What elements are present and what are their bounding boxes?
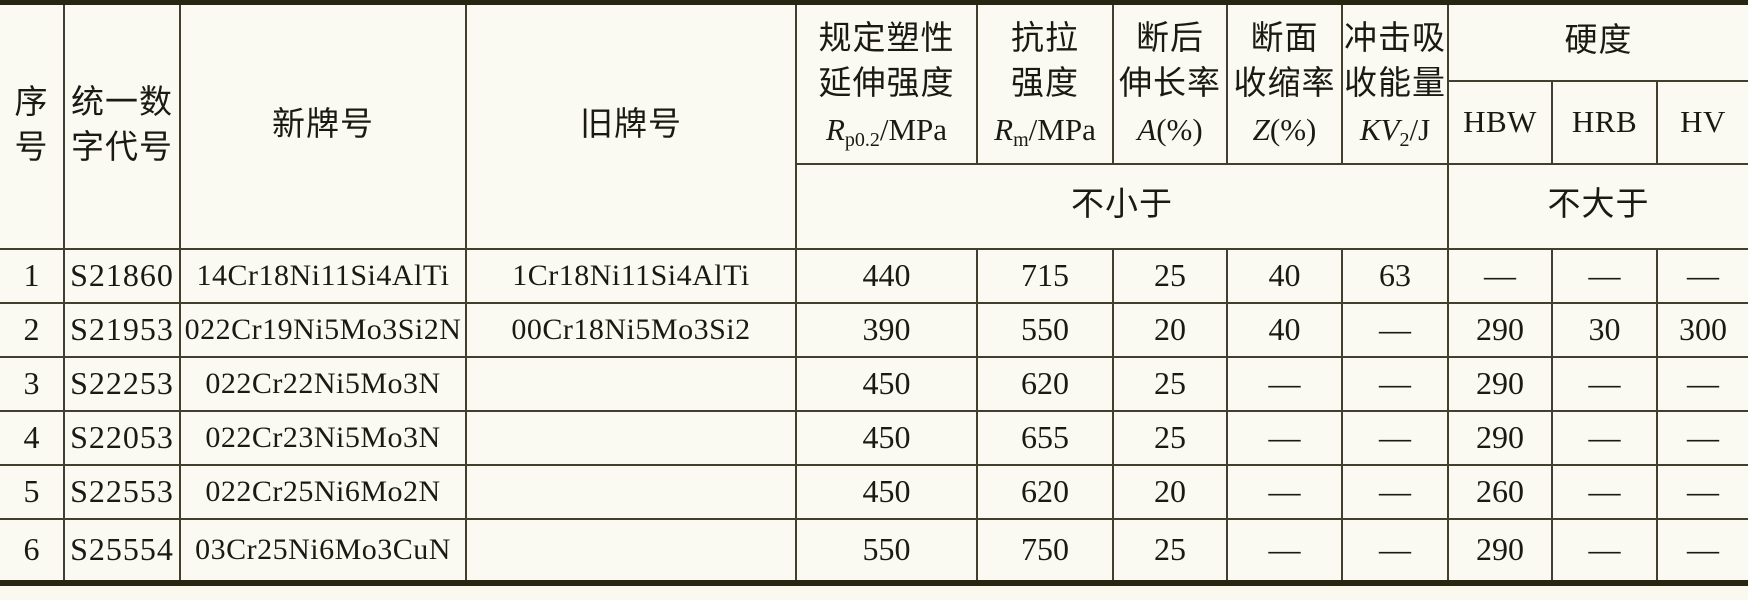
cell-hrb: — (1551, 355, 1658, 412)
cell-kv: — (1341, 301, 1449, 358)
cell-no: 2 (0, 301, 65, 358)
cell-old-grade (465, 517, 797, 584)
cell-old-grade (465, 355, 797, 412)
cell-no: 4 (0, 409, 65, 466)
cell-z: — (1226, 355, 1343, 412)
cell-kv: — (1341, 409, 1449, 466)
col-header-hrb: HRB (1551, 79, 1658, 165)
cell-no: 6 (0, 517, 65, 584)
col-header-proof-strength: 规定塑性 延伸强度 Rp0.2/MPa (795, 1, 978, 165)
col-header-hbw: HBW (1448, 79, 1553, 165)
col-header-tensile-strength: 抗拉 强度 Rm/MPa (976, 1, 1114, 165)
cell-new-grade: 022Cr23Ni5Mo3N (179, 409, 467, 466)
cell-new-grade: 022Cr19Ni5Mo3Si2N (179, 301, 467, 358)
cell-rp: 440 (795, 247, 978, 304)
cell-z: — (1226, 409, 1343, 466)
col-header-unified-code: 统一数 字代号 (63, 1, 181, 250)
cell-no: 5 (0, 463, 65, 520)
table-row-6: 6 S25554 03Cr25Ni6Mo3CuN 550 750 25 — — … (0, 517, 1748, 584)
table-row-5: 5 S22553 022Cr25Ni6Mo2N 450 620 20 — — 2… (0, 463, 1748, 520)
cell-rp: 450 (795, 355, 978, 412)
cell-hv: — (1656, 463, 1748, 520)
cell-kv: — (1341, 463, 1449, 520)
cell-rm: 550 (976, 301, 1114, 358)
cell-z: — (1226, 463, 1343, 520)
cell-code: S21860 (63, 247, 181, 304)
cell-code: S22053 (63, 409, 181, 466)
cell-rm: 655 (976, 409, 1114, 466)
col-header-new-grade: 新牌号 (179, 1, 467, 250)
cell-old-grade: 00Cr18Ni5Mo3Si2 (465, 301, 797, 358)
cell-no: 3 (0, 355, 65, 412)
cell-rm: 750 (976, 517, 1114, 584)
cell-z: — (1226, 517, 1343, 584)
cell-hrb: 30 (1551, 301, 1658, 358)
cell-hrb: — (1551, 517, 1658, 584)
cell-rp: 550 (795, 517, 978, 584)
cell-kv: — (1341, 355, 1449, 412)
cell-code: S21953 (63, 301, 181, 358)
cell-a: 20 (1112, 301, 1228, 358)
cell-hbw: 290 (1447, 301, 1553, 358)
cell-code: S25554 (63, 517, 181, 584)
cell-rm: 715 (976, 247, 1114, 304)
cell-old-grade (465, 409, 797, 466)
table-row-4: 4 S22053 022Cr23Ni5Mo3N 450 655 25 — — 2… (0, 409, 1748, 466)
cell-kv: — (1341, 517, 1449, 584)
cell-a: 25 (1112, 409, 1228, 466)
col-header-hv: HV (1656, 79, 1748, 165)
cell-old-grade (465, 463, 797, 520)
cell-hbw: 290 (1447, 409, 1553, 466)
cell-old-grade: 1Cr18Ni11Si4AlTi (465, 247, 797, 304)
col-header-impact-energy: 冲击吸 收能量 KV2/J (1341, 1, 1449, 165)
cell-hv: — (1656, 247, 1748, 304)
cell-rp: 390 (795, 301, 978, 358)
col-header-old-grade: 旧牌号 (465, 1, 797, 250)
cell-z: 40 (1226, 247, 1343, 304)
cell-new-grade: 022Cr25Ni6Mo2N (179, 463, 467, 520)
header-not-less-than: 不小于 (796, 162, 1449, 250)
cell-hrb: — (1551, 463, 1658, 520)
cell-a: 25 (1112, 517, 1228, 584)
header-row-3: 不小于 不大于 (0, 162, 1748, 250)
cell-hrb: — (1551, 247, 1658, 304)
cell-rm: 620 (976, 355, 1114, 412)
cell-hv: 300 (1656, 301, 1748, 358)
cell-rp: 450 (795, 409, 978, 466)
cell-hv: — (1656, 409, 1748, 466)
table-row-2: 2 S21953 022Cr19Ni5Mo3Si2N 00Cr18Ni5Mo3S… (0, 301, 1748, 358)
header-row-1: 序 号 统一数 字代号 新牌号 旧牌号 规定塑性 延伸强度 Rp0.2/MPa … (0, 1, 1748, 250)
col-header-hardness: 硬度 (1447, 1, 1748, 82)
header-row-2: HBW HRB HV (0, 79, 1748, 165)
cell-new-grade: 14Cr18Ni11Si4AlTi (179, 247, 467, 304)
cell-hbw: 260 (1447, 463, 1553, 520)
cell-no: 1 (0, 247, 65, 304)
cell-hv: — (1656, 355, 1748, 412)
header-not-greater-than: 不大于 (1447, 162, 1748, 250)
col-header-reduction-of-area: 断面 收缩率 Z(%) (1226, 1, 1343, 165)
cell-rp: 450 (795, 463, 978, 520)
cell-a: 25 (1112, 247, 1228, 304)
cell-new-grade: 022Cr22Ni5Mo3N (179, 355, 467, 412)
cell-new-grade: 03Cr25Ni6Mo3CuN (179, 517, 467, 584)
cell-hrb: — (1551, 409, 1658, 466)
cell-code: S22253 (63, 355, 181, 412)
table-row-3: 3 S22253 022Cr22Ni5Mo3N 450 620 25 — — 2… (0, 355, 1748, 412)
cell-a: 25 (1112, 355, 1228, 412)
cell-rm: 620 (976, 463, 1114, 520)
cell-hbw: 290 (1447, 355, 1553, 412)
col-header-elongation: 断后 伸长率 A(%) (1112, 1, 1228, 165)
cell-code: S22553 (63, 463, 181, 520)
table-row-1: 1 S21860 14Cr18Ni11Si4AlTi 1Cr18Ni11Si4A… (0, 247, 1748, 304)
cell-kv: 63 (1341, 247, 1449, 304)
cell-a: 20 (1112, 463, 1228, 520)
cell-hbw: — (1447, 247, 1553, 304)
cell-hbw: 290 (1447, 517, 1553, 584)
cell-z: 40 (1226, 301, 1343, 358)
col-header-index: 序 号 (0, 1, 65, 250)
cell-hv: — (1656, 517, 1748, 584)
steel-grades-mechanical-properties-table: 序 号 统一数 字代号 新牌号 旧牌号 规定塑性 延伸强度 Rp0.2/MPa … (0, 0, 1748, 586)
